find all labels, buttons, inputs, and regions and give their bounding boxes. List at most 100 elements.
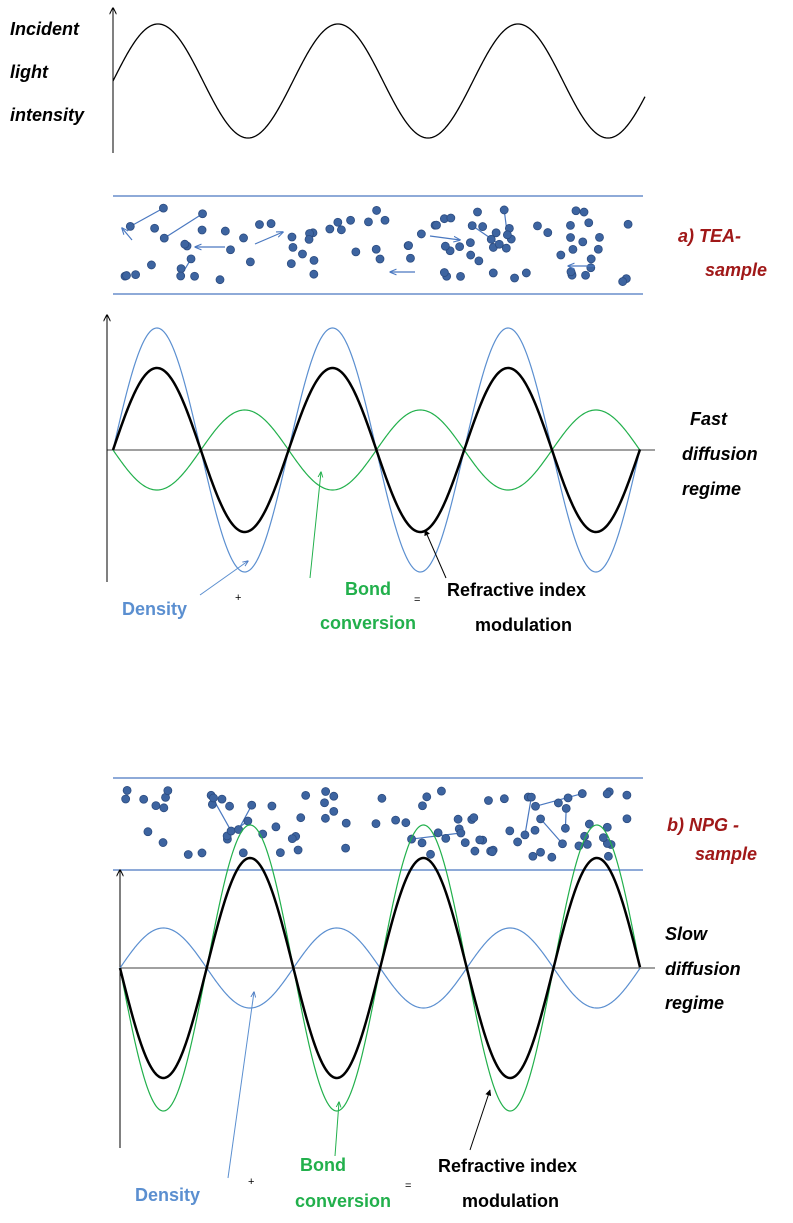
monomer bbox=[478, 222, 488, 231]
monomer bbox=[275, 848, 285, 858]
monomer bbox=[547, 852, 557, 862]
monomer bbox=[466, 250, 476, 260]
monomer bbox=[341, 843, 351, 853]
monomer bbox=[159, 203, 168, 213]
monomer bbox=[579, 207, 589, 217]
diffusion-arrow bbox=[254, 232, 283, 245]
refractive-wave bbox=[118, 856, 642, 1080]
chain bbox=[524, 797, 532, 835]
monomer bbox=[416, 229, 426, 239]
legend-density: Density bbox=[135, 1185, 200, 1205]
monomer bbox=[622, 814, 632, 824]
monomer bbox=[406, 253, 415, 263]
monomer bbox=[239, 233, 248, 243]
monomer bbox=[494, 239, 504, 249]
monomer bbox=[163, 786, 173, 796]
monomer bbox=[440, 241, 450, 251]
monomer bbox=[336, 225, 346, 235]
monomer bbox=[439, 268, 449, 277]
pointer bbox=[334, 1102, 339, 1157]
monomer bbox=[226, 245, 235, 255]
monomer bbox=[391, 815, 401, 825]
monomer bbox=[578, 237, 588, 247]
legend-bond: conversion bbox=[295, 1191, 391, 1211]
monomer bbox=[309, 269, 319, 279]
legend-density: Density bbox=[122, 599, 187, 619]
monomer bbox=[486, 234, 496, 244]
monomer bbox=[371, 244, 381, 254]
monomer bbox=[446, 213, 456, 223]
monomer bbox=[558, 839, 567, 849]
regime-label: regime bbox=[665, 993, 724, 1013]
monomer bbox=[151, 801, 161, 811]
monomer bbox=[329, 806, 339, 816]
monomer bbox=[122, 271, 131, 280]
monomer bbox=[584, 218, 594, 228]
incident-label: Incident bbox=[10, 19, 80, 39]
monomer bbox=[602, 789, 612, 799]
refractive-wave bbox=[111, 366, 642, 534]
diffusion-arrow bbox=[429, 235, 460, 240]
legend-equals: = bbox=[414, 594, 420, 606]
monomer bbox=[501, 243, 511, 253]
monomer bbox=[453, 814, 463, 824]
monomer bbox=[455, 242, 465, 252]
monomer bbox=[176, 271, 186, 281]
monomer bbox=[197, 848, 207, 858]
legend-bond: Bond bbox=[345, 579, 391, 599]
monomer bbox=[467, 221, 477, 231]
monomer bbox=[404, 241, 413, 250]
legend-plus: + bbox=[248, 1176, 254, 1188]
monomer bbox=[618, 277, 628, 286]
monomer bbox=[595, 232, 604, 242]
monomer bbox=[499, 794, 509, 804]
monomer bbox=[488, 268, 498, 278]
monomer bbox=[598, 833, 608, 842]
monomer bbox=[226, 826, 236, 836]
monomer bbox=[581, 270, 590, 280]
monomer bbox=[470, 846, 480, 856]
monomer bbox=[491, 228, 501, 238]
monomer bbox=[377, 793, 387, 803]
monomer bbox=[286, 259, 296, 269]
monomer bbox=[122, 786, 132, 795]
regime-label: Slow bbox=[665, 924, 708, 944]
monomer bbox=[266, 219, 276, 228]
chain bbox=[238, 804, 253, 830]
monomer bbox=[309, 255, 319, 265]
monomer bbox=[586, 263, 596, 273]
monomer bbox=[329, 791, 339, 801]
monomer bbox=[209, 793, 218, 803]
monomer bbox=[131, 270, 141, 280]
monomer bbox=[602, 822, 612, 832]
monomer bbox=[536, 847, 545, 857]
chain bbox=[540, 818, 563, 845]
monomer bbox=[622, 790, 632, 800]
monomer bbox=[586, 254, 596, 264]
legend-refractive: Refractive index bbox=[438, 1156, 577, 1176]
monomer bbox=[341, 818, 351, 828]
monomer bbox=[526, 792, 536, 802]
monomer bbox=[401, 818, 411, 828]
monomer bbox=[180, 239, 190, 249]
monomer bbox=[475, 835, 485, 845]
monomer bbox=[563, 793, 573, 803]
pointer bbox=[469, 1089, 492, 1151]
monomer bbox=[593, 244, 603, 254]
monomer bbox=[225, 801, 234, 811]
monomer bbox=[422, 792, 432, 802]
pointer bbox=[309, 472, 321, 579]
monomer bbox=[333, 217, 343, 227]
monomer bbox=[325, 224, 335, 234]
sample-label: b) NPG - bbox=[667, 815, 739, 835]
monomer bbox=[456, 272, 465, 281]
monomer bbox=[298, 249, 307, 259]
monomer bbox=[513, 837, 523, 847]
monomer bbox=[441, 833, 451, 843]
monomer bbox=[499, 205, 509, 215]
monomer bbox=[364, 217, 373, 227]
monomer bbox=[158, 838, 168, 847]
monomer bbox=[577, 789, 587, 798]
monomer bbox=[553, 798, 563, 808]
